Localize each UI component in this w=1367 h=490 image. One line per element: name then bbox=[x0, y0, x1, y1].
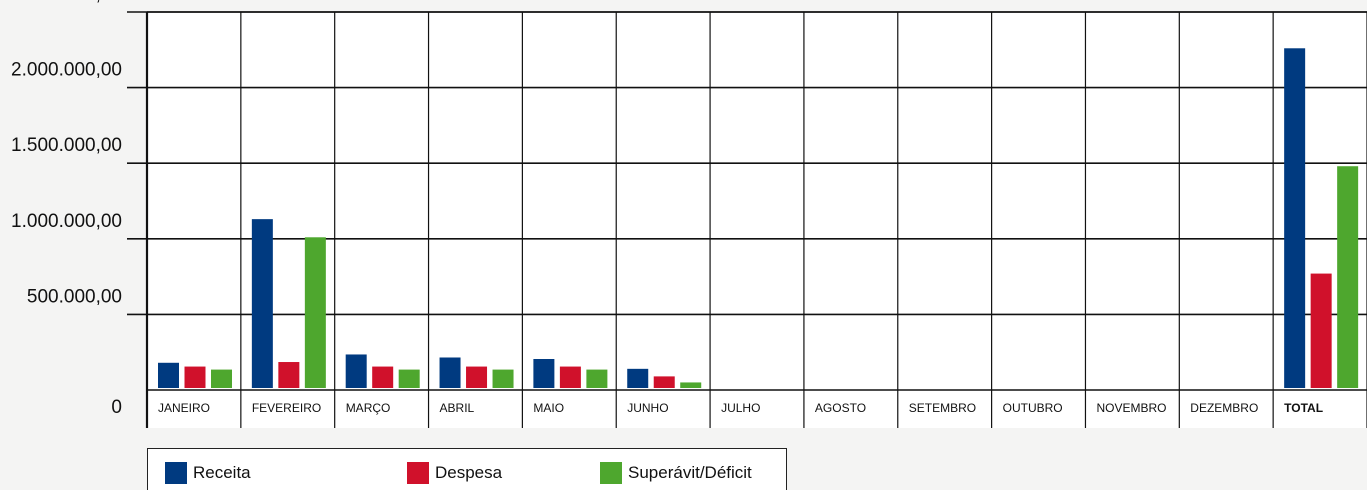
bar-despesa-fevereiro bbox=[278, 362, 300, 388]
bar-super-vit-d-ficit-junho bbox=[680, 382, 702, 388]
x-tick-label: OUTUBRO bbox=[1003, 401, 1063, 415]
x-tick-label: JUNHO bbox=[627, 401, 668, 415]
legend-swatch-receita bbox=[165, 462, 187, 484]
bar-receita-abril bbox=[439, 357, 461, 388]
category-strip bbox=[147, 390, 1367, 428]
bar-super-vit-d-ficit-março bbox=[398, 369, 420, 388]
x-tick-label: ABRIL bbox=[440, 401, 475, 415]
legend-swatch-superavit bbox=[600, 462, 622, 484]
bar-receita-total bbox=[1284, 48, 1306, 389]
bar-despesa-março bbox=[372, 366, 394, 388]
x-tick-label: MARÇO bbox=[346, 401, 391, 415]
bar-receita-junho bbox=[627, 368, 649, 388]
x-tick-label: AGOSTO bbox=[815, 401, 866, 415]
y-tick-label: 0 bbox=[111, 397, 122, 418]
x-tick-label: JANEIRO bbox=[158, 401, 210, 415]
bar-despesa-abril bbox=[466, 366, 488, 388]
bar-super-vit-d-ficit-fevereiro bbox=[304, 237, 326, 388]
x-tick-label: JULHO bbox=[721, 401, 760, 415]
y-tick-label: 1.000.000,00 bbox=[11, 211, 122, 232]
y-tick-label: 1.500.000,00 bbox=[11, 135, 122, 156]
y-tick-label: 500.000,00 bbox=[27, 286, 122, 307]
bar-super-vit-d-ficit-abril bbox=[492, 369, 514, 388]
bar-receita-março bbox=[345, 354, 367, 388]
legend-item-receita: Receita bbox=[165, 462, 251, 484]
bar-receita-fevereiro bbox=[251, 219, 273, 388]
bar-despesa-maio bbox=[559, 366, 581, 388]
y-tick-label: 2.500.000,00 bbox=[11, 0, 122, 5]
bar-super-vit-d-ficit-janeiro bbox=[211, 369, 232, 388]
bar-despesa-junho bbox=[653, 376, 675, 388]
bar-super-vit-d-ficit-maio bbox=[586, 369, 608, 388]
bar-receita-maio bbox=[533, 359, 555, 388]
legend-swatch-despesa bbox=[407, 462, 429, 484]
x-tick-label: MAIO bbox=[533, 401, 564, 415]
bar-receita-janeiro bbox=[158, 362, 179, 388]
legend-label-superavit: Superávit/Déficit bbox=[628, 463, 752, 482]
bar-super-vit-d-ficit-total bbox=[1337, 166, 1359, 388]
x-tick-label: TOTAL bbox=[1284, 401, 1323, 415]
legend-item-superavit: Superávit/Déficit bbox=[600, 462, 752, 484]
legend: Receita Despesa Superávit/Déficit bbox=[147, 448, 787, 490]
legend-label-receita: Receita bbox=[193, 463, 251, 482]
x-tick-label: FEVEREIRO bbox=[252, 401, 321, 415]
plot-area bbox=[147, 12, 1367, 390]
y-tick-label: 2.000.000,00 bbox=[11, 60, 122, 81]
legend-item-despesa: Despesa bbox=[407, 462, 502, 484]
x-tick-label: DEZEMBRO bbox=[1190, 401, 1258, 415]
bar-despesa-total bbox=[1310, 273, 1332, 388]
x-tick-label: SETEMBRO bbox=[909, 401, 976, 415]
bar-despesa-janeiro bbox=[184, 366, 206, 388]
x-tick-label: NOVEMBRO bbox=[1096, 401, 1166, 415]
legend-label-despesa: Despesa bbox=[435, 463, 503, 482]
